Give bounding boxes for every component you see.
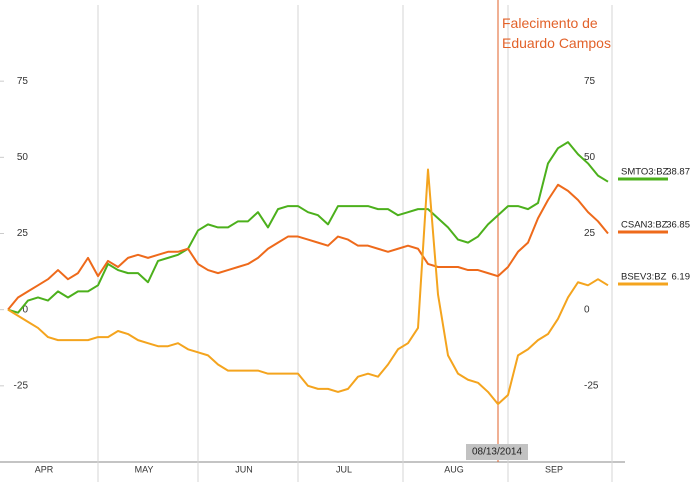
annotation-text: Falecimento de Eduardo Campos: [502, 15, 611, 51]
y-tick-label-right: -25: [584, 380, 599, 391]
series-line: [7, 183, 609, 311]
y-tick-label-right: 0: [584, 304, 590, 315]
series-line: [7, 168, 609, 406]
y-tick-label-right: 25: [584, 228, 596, 239]
legend-price: 38.87: [666, 167, 690, 178]
x-tick-label: AUG: [444, 464, 464, 474]
x-tick-label: SEP: [545, 464, 563, 474]
y-tick-label: 0: [22, 304, 28, 315]
date-box: [466, 444, 528, 460]
x-tick-label: APR: [35, 464, 54, 474]
legend-name: CSAN3:BZ: [621, 220, 668, 231]
y-tick-label-right: 75: [584, 76, 596, 87]
legend-price: 36.85: [666, 220, 690, 231]
x-tick-label: JUL: [336, 464, 352, 474]
legend-name: SMTO3:BZ: [621, 167, 669, 178]
x-tick-label: MAY: [135, 464, 154, 474]
y-tick-label-right: 50: [584, 152, 596, 163]
annotation-line-1: Falecimento de: [502, 15, 598, 31]
series-line: [7, 141, 609, 314]
y-tick-label: -25: [14, 380, 29, 391]
legend-price: 6.19: [672, 272, 691, 283]
y-tick-label: 75: [17, 76, 29, 87]
x-tick-label: JUN: [235, 464, 253, 474]
y-tick-label: 25: [17, 228, 29, 239]
y-tick-label: 50: [17, 152, 29, 163]
date-label: 08/13/2014: [472, 447, 522, 458]
legend-name: BSEV3:BZ: [621, 272, 667, 283]
annotation-line-2: Eduardo Campos: [502, 35, 611, 51]
